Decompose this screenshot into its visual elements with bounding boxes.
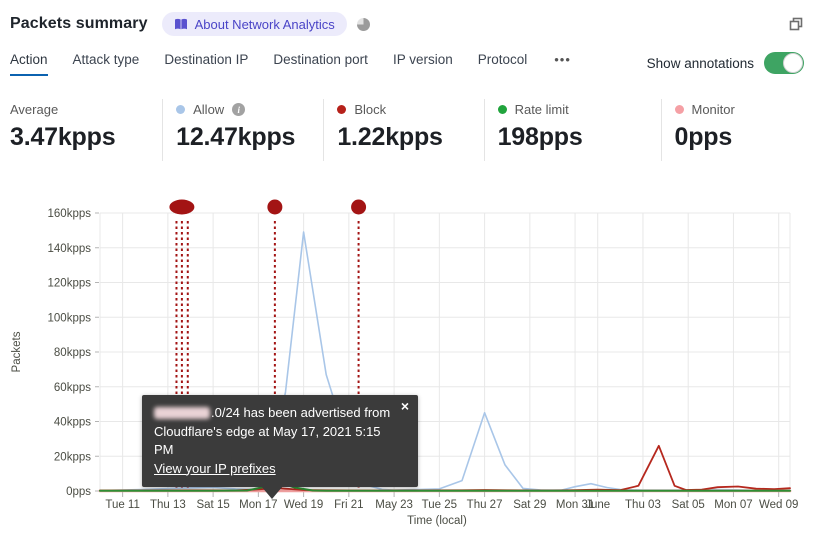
- x-tick-label: Sat 15: [196, 499, 229, 511]
- annotation-marker[interactable]: [351, 199, 367, 215]
- panel-header: Packets summary About Network Analytics: [10, 10, 804, 38]
- x-tick-label: June: [585, 499, 610, 511]
- stat-average: Average 3.47kpps: [8, 99, 162, 161]
- toggle-knob: [783, 53, 803, 73]
- tab-action[interactable]: Action: [10, 52, 48, 76]
- tab-ip-version[interactable]: IP version: [392, 52, 453, 67]
- show-annotations-label: Show annotations: [646, 55, 754, 71]
- redacted-ip-prefix: [154, 406, 210, 419]
- show-annotations-toggle[interactable]: [764, 52, 804, 74]
- x-tick-label: Sat 29: [513, 499, 546, 511]
- x-tick-label: Mon 31: [556, 499, 594, 511]
- annotation-tooltip: × .0/24 has been advertised from Cloudfl…: [142, 395, 418, 499]
- x-tick-label: Sat 05: [672, 499, 705, 511]
- stat-label: Rate limit: [514, 102, 569, 117]
- annotation-marker[interactable]: [267, 199, 283, 215]
- stat-monitor: Monitor 0pps: [660, 99, 808, 161]
- x-tick-label: Thu 03: [625, 499, 661, 511]
- book-icon: [174, 18, 187, 29]
- monitor-color-dot: [674, 105, 684, 114]
- x-tick-label: May 23: [375, 499, 413, 511]
- y-tick-label: 40kpps: [54, 417, 91, 429]
- tabs-row: Action Attack type Destination IP Destin…: [10, 52, 804, 82]
- stat-allow: Allow i 12.47kpps: [162, 99, 323, 161]
- stat-label: Average: [10, 102, 59, 117]
- packets-chart[interactable]: 0pps 20kpps 40kpps 60kpps 80kpps 100kpps 120kp…: [0, 190, 816, 545]
- annotations-control: Show annotations: [647, 52, 804, 74]
- y-tick-label: 100kpps: [48, 312, 92, 324]
- x-tick-label: Wed 19: [284, 499, 323, 511]
- allow-color-dot: [176, 105, 186, 114]
- tab-destination-port[interactable]: Destination port: [273, 52, 368, 67]
- info-icon[interactable]: i: [232, 103, 246, 116]
- block-color-dot: [337, 105, 347, 114]
- stat-block: Block 1.22kpps: [323, 99, 483, 161]
- y-tick-label: 20kpps: [54, 451, 91, 463]
- x-tick-label: Mon 17: [239, 499, 277, 511]
- chart-area[interactable]: 0pps 20kpps 40kpps 60kpps 80kpps 100kpps 120kp…: [0, 190, 816, 545]
- badge-label: About Network Analytics: [194, 16, 335, 32]
- x-tick-label: Thu 13: [150, 499, 186, 511]
- close-icon[interactable]: ×: [400, 398, 409, 414]
- x-tick-label: Wed 09: [759, 499, 798, 511]
- stat-value: 0pps: [674, 123, 733, 151]
- y-tick-label: 120kpps: [48, 278, 92, 290]
- x-tick-label: Mon 07: [714, 499, 752, 511]
- pie-icon: [356, 17, 370, 31]
- about-network-analytics-badge[interactable]: About Network Analytics: [161, 12, 347, 36]
- x-tick-label: Tue 11: [105, 499, 140, 511]
- tab-protocol[interactable]: Protocol: [477, 52, 528, 67]
- stat-value: 1.22kpps: [337, 123, 443, 151]
- tooltip-text-line1: .0/24 has been advertised from: [211, 405, 391, 420]
- tab-destination-ip[interactable]: Destination IP: [164, 52, 249, 67]
- x-tick-label: Thu 27: [467, 499, 503, 511]
- stat-value: 3.47kpps: [10, 123, 116, 151]
- y-tick-label: 140kpps: [48, 243, 92, 255]
- y-axis-title: Packets: [11, 331, 23, 372]
- y-tick-label: 80kpps: [54, 347, 91, 359]
- stat-label: Monitor: [691, 102, 735, 117]
- tooltip-arrow: [261, 486, 283, 499]
- dimension-tabs: Action Attack type Destination IP Destin…: [10, 52, 571, 76]
- y-tick-label: 160kpps: [48, 208, 92, 220]
- more-tabs-button[interactable]: •••: [554, 52, 571, 67]
- stat-label: Block: [354, 102, 387, 117]
- stat-value: 198pps: [497, 123, 583, 151]
- annotation-marker[interactable]: [169, 199, 195, 215]
- stat-value: 12.47kpps: [176, 123, 296, 151]
- stat-label: Allow: [193, 102, 225, 117]
- x-tick-label: Fri 21: [334, 499, 363, 511]
- stat-rate-limit: Rate limit 198pps: [483, 99, 661, 161]
- x-axis-title: Time (local): [407, 515, 467, 527]
- page-title: Packets summary: [10, 15, 148, 32]
- view-ip-prefixes-link[interactable]: View your IP prefixes: [154, 460, 276, 476]
- stats-row: Average 3.47kpps Allow i 12.47kpps Block…: [8, 99, 808, 161]
- y-tick-label: 60kpps: [54, 382, 91, 394]
- y-tick-label: 0pps: [66, 486, 91, 498]
- tab-attack-type[interactable]: Attack type: [72, 52, 140, 67]
- copy-icon[interactable]: [788, 16, 804, 32]
- tooltip-text-line2: Cloudflare's edge at May 17, 2021 5:15 P…: [154, 423, 381, 458]
- x-tick-label: Tue 25: [422, 499, 457, 511]
- rate-limit-color-dot: [497, 105, 507, 114]
